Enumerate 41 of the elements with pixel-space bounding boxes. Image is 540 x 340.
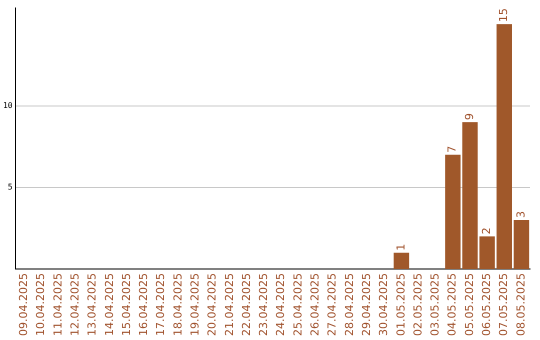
x-tick-label: 26.04.2025 <box>308 273 322 336</box>
x-tick-label: 19.04.2025 <box>188 273 202 336</box>
data-label: 15 <box>497 8 510 22</box>
x-tick-label: 09.04.2025 <box>17 273 30 336</box>
x-tick-label: 28.04.2025 <box>342 273 356 336</box>
x-tick-label: 04.05.2025 <box>446 273 459 336</box>
data-label: 7 <box>446 146 459 153</box>
x-tick-label: 27.04.2025 <box>326 273 339 336</box>
x-tick-label: 07.05.2025 <box>497 273 510 336</box>
x-tick-label: 01.05.2025 <box>394 273 408 336</box>
x-tick-label: 30.04.2025 <box>377 273 390 336</box>
x-tick-label: 22.04.2025 <box>240 273 253 336</box>
x-tick-label: 21.04.2025 <box>222 273 236 336</box>
bar <box>462 122 478 270</box>
data-label: 9 <box>462 113 476 120</box>
x-tick-label: 05.05.2025 <box>462 273 476 336</box>
bar <box>445 154 461 270</box>
data-label: 2 <box>480 227 493 234</box>
bar <box>394 252 410 270</box>
x-tick-label: 24.04.2025 <box>274 273 288 336</box>
data-label: 3 <box>514 211 528 218</box>
x-tick-label: 15.04.2025 <box>120 273 133 336</box>
y-tick-label: 5 <box>8 182 13 192</box>
x-tick-label: 18.04.2025 <box>171 273 184 336</box>
x-tick-label: 16.04.2025 <box>137 273 150 336</box>
x-tick-label: 23.04.2025 <box>257 273 270 336</box>
x-tick-label: 25.04.2025 <box>291 273 304 336</box>
x-tick-label: 10.04.2025 <box>34 273 48 336</box>
x-tick-label: 12.04.2025 <box>68 273 82 336</box>
x-tick-label: 20.04.2025 <box>206 273 219 336</box>
x-tick-label: 13.04.2025 <box>86 273 99 336</box>
data-label: 1 <box>394 244 408 251</box>
x-tick-label: 03.05.2025 <box>428 273 442 336</box>
x-tick-label: 14.04.2025 <box>102 273 116 336</box>
x-tick-label: 11.04.2025 <box>51 273 64 336</box>
y-tick-label: 10 <box>2 100 13 110</box>
x-tick-label: 17.04.2025 <box>154 273 168 336</box>
x-tick-label: 02.05.2025 <box>411 273 424 336</box>
x-tick-label: 08.05.2025 <box>514 273 528 336</box>
x-tick-label: 06.05.2025 <box>480 273 493 336</box>
x-tick-label: 29.04.2025 <box>360 273 373 336</box>
